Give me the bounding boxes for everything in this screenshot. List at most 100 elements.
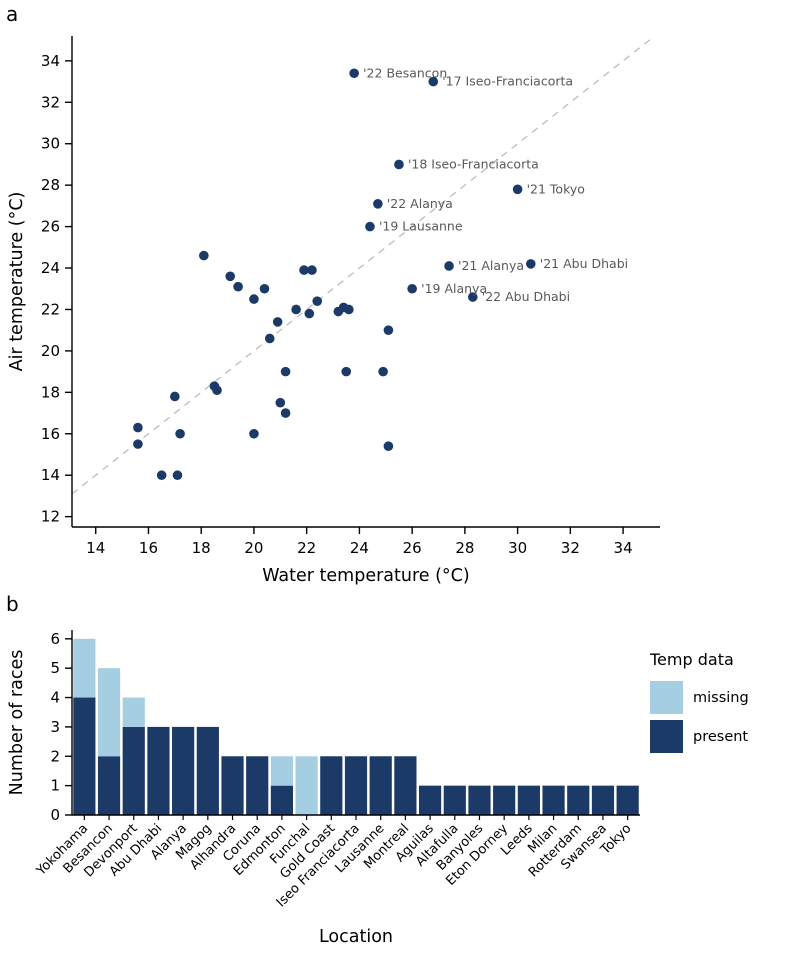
bar-present (320, 756, 343, 815)
bar-present (493, 785, 516, 815)
bar-present (517, 785, 540, 815)
bar-present (394, 756, 417, 815)
point-annotation: '21 Tokyo (527, 181, 585, 196)
scatter-point (349, 68, 359, 79)
bar-y-axis-title: Number of races (7, 650, 27, 796)
svg-text:5: 5 (50, 659, 60, 677)
bar-missing (270, 756, 294, 786)
scatter-point (341, 366, 352, 377)
scatter-point (304, 308, 315, 319)
legend-title: Temp data (650, 650, 734, 669)
bar-missing (73, 638, 96, 698)
svg-text:18: 18 (192, 539, 211, 557)
svg-text:1: 1 (50, 777, 60, 795)
bar-missing (295, 756, 318, 815)
scatter-point (170, 391, 180, 402)
svg-text:6: 6 (50, 630, 60, 648)
svg-text:26: 26 (403, 539, 422, 557)
svg-text:16: 16 (139, 539, 158, 557)
scatter-point (299, 265, 309, 275)
point-annotation: '22 Alanya (387, 196, 453, 211)
scatter-point (249, 294, 259, 304)
panel-a: a 14 16 18 20 22 24 26 28 30 32 34 12 14 16 18 20 22 24 26… (6, 4, 660, 586)
bar-present (369, 756, 392, 815)
svg-text:32: 32 (41, 93, 60, 111)
scatter-point (378, 366, 388, 377)
scatter-point (365, 221, 375, 232)
scatter-point (394, 159, 404, 170)
bar-present (443, 785, 466, 815)
svg-text:30: 30 (41, 135, 60, 153)
point-annotation: '21 Alanya (458, 258, 524, 273)
bar-present (344, 756, 368, 815)
legend-item-missing: missing (650, 681, 795, 714)
scatter-point (156, 470, 167, 481)
legend-label-missing: missing (693, 689, 749, 706)
svg-text:0: 0 (50, 806, 60, 824)
identity-line (72, 36, 656, 495)
scatter-point (428, 76, 439, 87)
scatter-point (280, 408, 291, 418)
svg-text:20: 20 (41, 342, 60, 360)
legend-label-present: present (693, 728, 749, 745)
legend-swatch-present-icon (650, 720, 683, 753)
legend-swatch-missing-icon (650, 681, 683, 714)
panel-b-label: b (6, 592, 19, 616)
scatter-point (133, 422, 143, 433)
scatter-point (291, 304, 301, 315)
scatter-point (275, 397, 286, 408)
svg-text:12: 12 (41, 508, 60, 526)
svg-text:22: 22 (297, 539, 316, 557)
point-annotation: '22 Besancon (363, 65, 447, 80)
svg-text:18: 18 (41, 383, 60, 401)
panel-b: b 0 1 2 3 4 5 6 Yokohama Besancon Devonport Abu Dh… (0, 592, 800, 961)
scatter-point (512, 184, 523, 195)
svg-text:24: 24 (41, 259, 60, 277)
scatter-point (307, 265, 317, 275)
legend: Temp data missing present (650, 650, 795, 759)
svg-text:30: 30 (508, 539, 527, 557)
scatter-point (383, 325, 394, 335)
svg-text:22: 22 (41, 300, 60, 318)
bar-present (567, 785, 590, 815)
scatter-point (172, 470, 183, 481)
bar-present (246, 756, 269, 815)
scatter-point (383, 441, 394, 452)
scatter-point (225, 271, 236, 282)
scatter-point (407, 283, 417, 294)
bar-present (270, 785, 294, 815)
svg-text:28: 28 (41, 176, 60, 194)
point-annotation: '19 Alanya (421, 281, 487, 296)
svg-text:34: 34 (41, 52, 60, 70)
bar-present (542, 785, 565, 815)
scatter-point (344, 304, 354, 315)
scatter-point (199, 250, 209, 261)
scatter-point (212, 385, 222, 396)
bar-present (591, 785, 615, 815)
bar-present (616, 785, 639, 815)
svg-text:24: 24 (350, 539, 369, 557)
scatter-point (272, 317, 283, 327)
bar-present (468, 785, 491, 815)
scatter-point (264, 333, 275, 344)
scatter-point (249, 428, 259, 439)
scatter-point (233, 281, 243, 292)
point-annotation: '18 Iseo-Franciacorta (408, 156, 539, 171)
bar-missing (97, 668, 121, 757)
scatter-point (467, 292, 478, 302)
scatter-point (259, 283, 270, 294)
svg-text:34: 34 (614, 539, 633, 557)
svg-text:4: 4 (50, 689, 60, 707)
point-annotation: '22 Abu Dhabi (482, 289, 570, 304)
bar-x-axis-title: Location (319, 927, 393, 947)
bar-missing (122, 697, 145, 727)
scatter-x-axis-title: Water temperature (°C) (262, 566, 469, 586)
bar-present (73, 697, 96, 815)
bar-present (97, 756, 121, 815)
scatter-point (312, 296, 323, 306)
svg-text:14: 14 (86, 539, 105, 557)
scatter-point (133, 439, 143, 449)
svg-text:2: 2 (50, 747, 60, 765)
point-annotation: '21 Abu Dhabi (540, 256, 628, 271)
